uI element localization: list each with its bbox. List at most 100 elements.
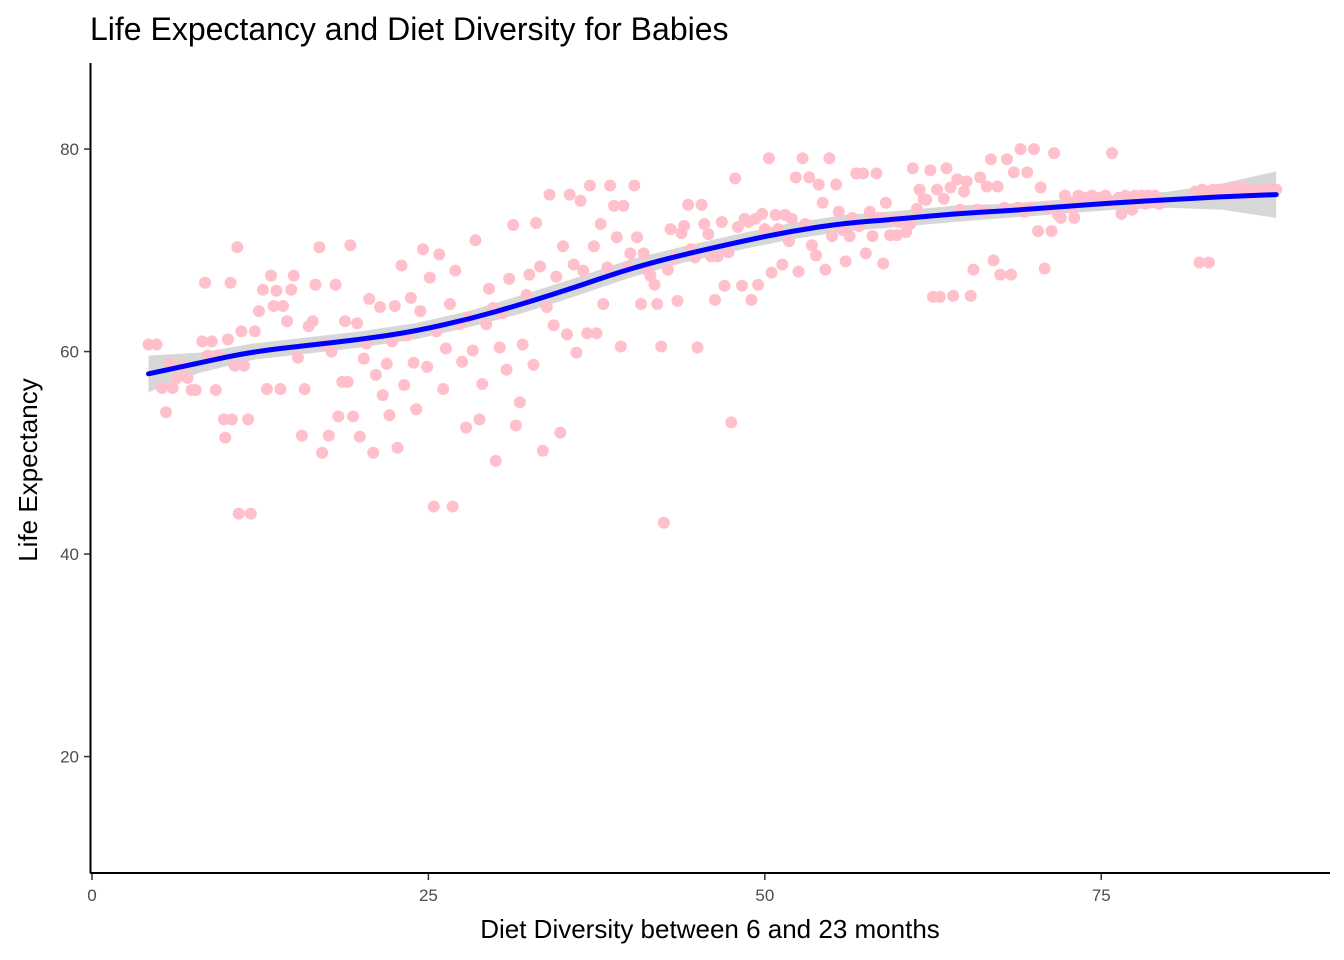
x-axis-ticks: 0 25 50 75 (87, 874, 1111, 905)
data-point-56 (341, 375, 354, 388)
data-point-43 (298, 383, 311, 395)
data-point-55 (339, 315, 351, 328)
data-point-98 (476, 378, 489, 390)
data-point-236 (940, 162, 953, 175)
data-point-59 (351, 317, 364, 330)
data-point-243 (964, 289, 977, 302)
data-point-18 (219, 431, 232, 444)
data-point-66 (374, 301, 386, 313)
data-point-53 (332, 410, 345, 423)
data-point-78 (410, 403, 423, 416)
data-point-226 (906, 162, 919, 175)
data-point-212 (859, 247, 872, 260)
y-tick-label-20: 20 (60, 748, 79, 767)
data-point-58 (347, 410, 360, 423)
data-point-206 (839, 255, 852, 268)
data-point-248 (980, 180, 993, 193)
data-point-184 (765, 266, 778, 279)
data-point-121 (554, 426, 567, 439)
data-point-111 (520, 288, 533, 301)
data-point-267 (1045, 225, 1058, 238)
data-point-21 (225, 413, 238, 426)
data-point-22 (228, 359, 241, 372)
data-point-237 (944, 181, 957, 194)
data-point-181 (756, 207, 769, 220)
data-point-47 (313, 241, 326, 254)
data-point-218 (879, 196, 892, 209)
data-point-165 (702, 228, 715, 241)
data-point-39 (285, 283, 298, 296)
data-point-2 (156, 382, 168, 394)
y-axis-title: Life Expectancy (13, 378, 43, 562)
data-point-112 (523, 268, 536, 281)
data-point-131 (587, 240, 600, 253)
data-point-118 (543, 188, 556, 201)
data-point-146 (637, 247, 650, 260)
data-point-202 (826, 230, 839, 243)
data-point-265 (1038, 262, 1051, 275)
data-point-65 (369, 368, 382, 381)
data-point-129 (581, 327, 594, 340)
data-point-198 (812, 178, 825, 191)
data-point-86 (437, 383, 450, 395)
data-point-137 (608, 199, 621, 212)
data-point-61 (357, 352, 370, 365)
data-point-127 (574, 194, 587, 207)
data-point-74 (398, 379, 411, 391)
data-point-244 (967, 263, 980, 276)
data-point-20 (224, 276, 237, 289)
data-point-30 (252, 305, 265, 318)
data-point-262 (1028, 143, 1040, 156)
data-point-152 (657, 516, 670, 529)
data-point-123 (561, 328, 573, 341)
data-point-192 (792, 265, 805, 278)
data-point-11 (196, 335, 209, 348)
data-point-135 (601, 261, 614, 274)
data-point-175 (736, 279, 748, 292)
data-point-163 (695, 198, 708, 211)
data-point-73 (395, 259, 408, 272)
data-point-125 (567, 258, 580, 271)
x-tick-label-25: 25 (419, 886, 438, 905)
data-point-183 (762, 152, 775, 165)
data-point-169 (715, 216, 728, 228)
data-point-268 (1048, 147, 1061, 160)
data-point-96 (469, 234, 482, 247)
data-point-82 (423, 271, 436, 284)
data-point-263 (1032, 225, 1044, 238)
data-point-154 (664, 223, 677, 236)
data-point-230 (920, 193, 933, 206)
data-point-227 (910, 202, 923, 215)
data-point-88 (443, 298, 456, 310)
data-point-109 (513, 396, 526, 409)
data-point-71 (388, 300, 401, 312)
x-axis-title: Diet Diversity between 6 and 23 months (480, 914, 940, 944)
data-point-136 (604, 179, 617, 192)
data-point-122 (557, 240, 569, 253)
data-point-180 (752, 278, 765, 291)
data-point-213 (863, 205, 876, 218)
data-point-40 (287, 269, 300, 282)
data-point-34 (267, 300, 280, 312)
data-point-108 (509, 419, 522, 432)
data-point-87 (439, 342, 452, 355)
y-tick-label-80: 80 (60, 140, 79, 159)
y-tick-label-40: 40 (60, 545, 79, 564)
data-point-173 (729, 172, 742, 185)
data-point-143 (628, 179, 641, 192)
data-point-235 (937, 192, 950, 205)
data-point-255 (1005, 268, 1018, 281)
data-point-168 (711, 250, 724, 263)
data-point-148 (644, 269, 657, 282)
data-point-76 (404, 291, 417, 304)
data-point-23 (231, 241, 244, 254)
data-point-158 (678, 220, 691, 232)
x-tick-label-0: 0 (87, 886, 96, 905)
data-point-291 (1126, 203, 1139, 216)
data-point-145 (635, 298, 647, 310)
data-point-60 (353, 430, 366, 443)
data-point-185 (769, 208, 782, 221)
chart-title: Life Expectancy and Diet Diversity for B… (90, 11, 729, 47)
data-point-107 (507, 219, 520, 231)
